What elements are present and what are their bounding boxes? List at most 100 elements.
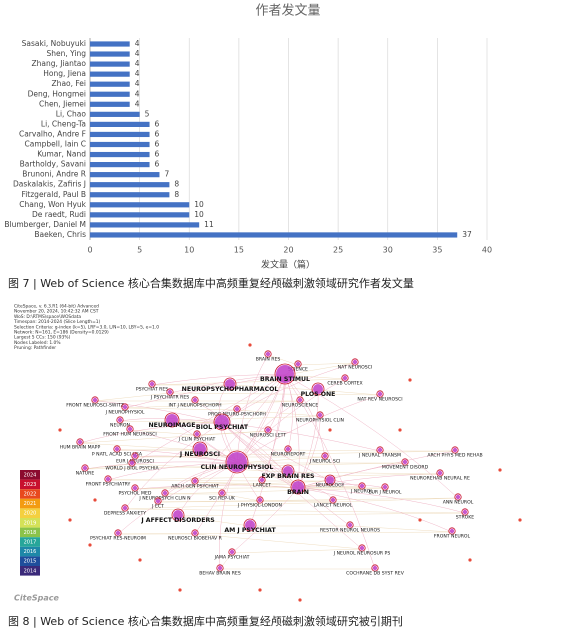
node <box>259 477 265 483</box>
node-ring <box>233 405 241 413</box>
node <box>382 484 388 490</box>
x-tick-label: 10 <box>184 246 194 255</box>
node <box>149 381 155 387</box>
edge <box>297 484 386 489</box>
edge <box>79 442 201 451</box>
node-label: J NEUROPHYSIOL <box>105 410 145 416</box>
node-ring <box>223 377 237 391</box>
edge <box>297 389 319 489</box>
edge <box>129 429 198 436</box>
node-label: J NEUROSCI <box>179 451 220 458</box>
legend-swatch <box>20 470 40 480</box>
node-ring <box>294 360 302 368</box>
y-tick-label: Hong, Jiena <box>43 69 86 78</box>
node <box>155 498 161 504</box>
node-ring <box>116 416 124 424</box>
legend-swatch <box>20 527 40 538</box>
edge <box>177 515 251 527</box>
legend-swatch <box>20 498 40 509</box>
data-label: 37 <box>462 230 472 239</box>
node-label: SCI REP-UK <box>209 496 236 502</box>
edge <box>349 525 453 533</box>
edge <box>221 362 356 424</box>
y-tick-label: Kumar, Nand <box>37 150 86 159</box>
edge <box>236 394 381 464</box>
node-ring <box>274 363 296 385</box>
node-label: NEUROSCI BIOBEHAV R <box>168 536 223 542</box>
node <box>167 389 173 395</box>
node-ring <box>351 358 359 366</box>
node-label: J NEUROL SCI <box>309 459 341 465</box>
node-ring <box>218 489 226 497</box>
node <box>234 406 240 412</box>
bar <box>90 141 150 148</box>
node-label: FRONT NEUROL <box>434 534 471 540</box>
node-label: LANCET <box>253 483 271 489</box>
minor-node <box>68 518 72 522</box>
node-label: SCIENCE <box>288 367 308 373</box>
node <box>372 565 378 571</box>
node-ring <box>243 518 257 532</box>
edge <box>124 400 301 409</box>
edge <box>124 497 459 510</box>
node-ring <box>114 529 122 537</box>
edge <box>236 456 326 464</box>
node-ring <box>436 469 444 477</box>
node-ring <box>461 508 469 516</box>
edge <box>297 462 406 489</box>
node <box>92 397 98 403</box>
node <box>292 481 304 493</box>
node-ring <box>81 464 89 472</box>
node-ring <box>381 483 389 491</box>
edge <box>221 374 286 495</box>
node-label: HUM BRAIN MAPP <box>60 445 101 451</box>
node-label: EUR J NEUROL <box>369 490 402 496</box>
node <box>455 494 461 500</box>
node <box>449 528 455 534</box>
node-ring <box>126 425 134 433</box>
node-ring <box>191 529 199 537</box>
bar <box>90 202 190 208</box>
data-label: 4 <box>135 49 140 58</box>
node-label: J NEUROPSYCH CLIN N <box>138 496 190 502</box>
y-tick-label: Shen, Ying <box>46 49 86 58</box>
y-tick-label: Chen, Jiemei <box>39 99 86 108</box>
legend-swatch <box>20 489 40 499</box>
y-tick-label: Baeken, Chris <box>34 230 86 239</box>
bar <box>90 151 150 158</box>
node-ring <box>284 445 292 453</box>
x-tick-label: 5 <box>137 246 142 255</box>
node-label: NATURE <box>76 471 95 477</box>
node <box>229 549 235 555</box>
legend-year: 2016 <box>24 549 37 555</box>
edge <box>229 384 319 391</box>
data-label: 6 <box>155 150 160 159</box>
minor-node <box>88 543 92 547</box>
edge <box>94 392 171 402</box>
edge <box>221 422 351 527</box>
bar <box>90 71 130 77</box>
node <box>317 412 323 418</box>
node <box>462 509 468 515</box>
node <box>225 379 235 389</box>
node <box>166 414 178 426</box>
edge <box>297 487 453 533</box>
data-label: 6 <box>155 140 160 149</box>
node <box>295 361 301 367</box>
edge <box>261 374 286 482</box>
node-ring <box>358 544 366 552</box>
bar <box>90 192 170 198</box>
edge <box>131 463 289 473</box>
bar <box>90 131 150 138</box>
edge <box>219 552 233 570</box>
edge <box>124 374 286 409</box>
node <box>257 497 263 503</box>
info-line: Pruning: Pathfinder <box>14 345 56 351</box>
data-label: 5 <box>145 109 150 118</box>
node <box>352 359 358 365</box>
edge <box>221 422 331 482</box>
node-ring <box>213 413 231 431</box>
node-ring <box>154 497 162 505</box>
node <box>330 497 336 503</box>
legend-year: 2024 <box>24 472 37 478</box>
